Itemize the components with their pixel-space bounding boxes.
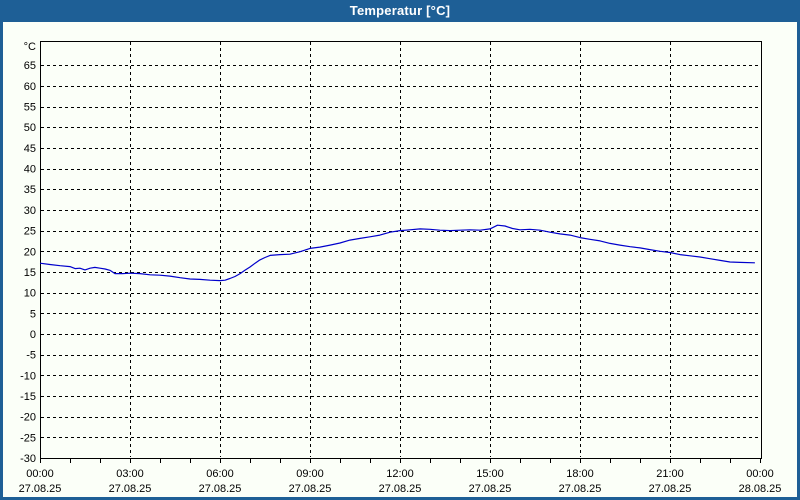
- svg-text:27.08.25: 27.08.25: [109, 483, 152, 495]
- svg-text:18:00: 18:00: [566, 468, 594, 480]
- svg-text:30: 30: [24, 205, 36, 217]
- svg-text:21:00: 21:00: [656, 468, 684, 480]
- svg-text:40: 40: [24, 164, 36, 176]
- plot-border: [40, 41, 762, 459]
- svg-text:-15: -15: [20, 391, 36, 403]
- vertical-gridlines: [130, 42, 671, 457]
- svg-text:06:00: 06:00: [206, 468, 234, 480]
- temperature-line: [39, 224, 755, 282]
- svg-text:-10: -10: [20, 370, 36, 382]
- svg-text:60: 60: [24, 81, 36, 93]
- svg-text:03:00: 03:00: [116, 468, 144, 480]
- svg-text:27.08.25: 27.08.25: [379, 483, 422, 495]
- svg-text:00:00: 00:00: [26, 468, 54, 480]
- svg-text:35: 35: [24, 184, 36, 196]
- x-axis-ticks: [40, 459, 761, 463]
- svg-text:15:00: 15:00: [476, 468, 504, 480]
- x-axis-labels: 00:00 27.08.25 03:00 27.08.25 06:00 27.08.25 0…: [19, 468, 782, 495]
- svg-text:-20: -20: [20, 412, 36, 424]
- svg-text:12:00: 12:00: [386, 468, 414, 480]
- svg-text:27.08.25: 27.08.25: [19, 483, 62, 495]
- svg-text:55: 55: [24, 102, 36, 114]
- svg-text:45: 45: [24, 143, 36, 155]
- svg-text:25: 25: [24, 226, 36, 238]
- svg-text:27.08.25: 27.08.25: [469, 483, 512, 495]
- svg-text:50: 50: [24, 122, 36, 134]
- svg-text:15: 15: [24, 267, 36, 279]
- y-axis-labels: °C65605550454035302520151050-5-10-15-20-…: [20, 41, 36, 465]
- svg-text:28.08.25: 28.08.25: [739, 483, 782, 495]
- svg-text:°C: °C: [24, 41, 36, 53]
- svg-text:27.08.25: 27.08.25: [559, 483, 602, 495]
- svg-text:-30: -30: [20, 453, 36, 465]
- svg-text:5: 5: [30, 308, 36, 320]
- svg-text:27.08.25: 27.08.25: [649, 483, 692, 495]
- svg-text:-25: -25: [20, 432, 36, 444]
- title-bar: Temperatur [°C]: [0, 0, 800, 22]
- svg-text:27.08.25: 27.08.25: [289, 483, 332, 495]
- svg-text:0: 0: [30, 329, 36, 341]
- window-title: Temperatur [°C]: [349, 3, 451, 18]
- svg-text:27.08.25: 27.08.25: [199, 483, 242, 495]
- svg-text:00:00: 00:00: [746, 468, 774, 480]
- svg-text:-5: -5: [26, 350, 36, 362]
- svg-text:65: 65: [24, 60, 36, 72]
- svg-text:20: 20: [24, 246, 36, 258]
- svg-text:09:00: 09:00: [296, 468, 324, 480]
- svg-text:10: 10: [24, 288, 36, 300]
